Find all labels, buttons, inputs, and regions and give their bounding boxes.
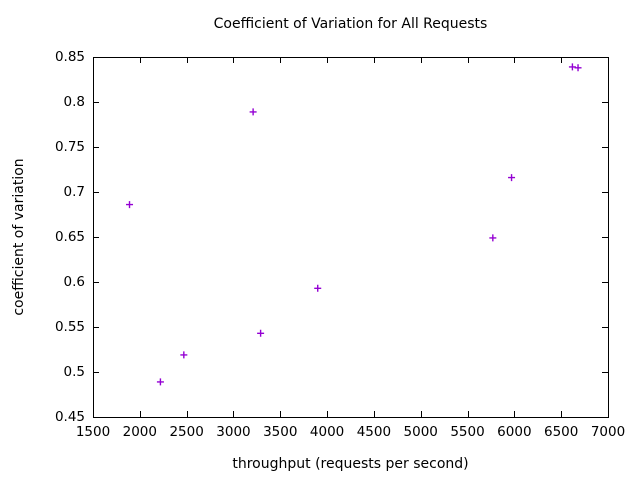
data-point-marker (508, 174, 516, 182)
y-tick-label: 0.5 (63, 364, 85, 380)
x-tick-label: 4000 (309, 424, 345, 440)
y-tick-label: 0.75 (54, 139, 85, 155)
y-tick-label: 0.65 (54, 229, 85, 245)
y-tick-label: 0.6 (63, 274, 85, 290)
x-tick-label: 2500 (169, 424, 204, 440)
data-point-marker (180, 351, 188, 359)
x-tick-label: 5500 (450, 424, 485, 440)
data-point-marker (257, 329, 265, 337)
data-point-marker (489, 234, 497, 242)
data-point-marker (574, 64, 582, 72)
x-tick-label: 4500 (356, 424, 392, 440)
y-tick-label: 0.55 (54, 319, 85, 335)
x-tick-label: 3000 (216, 424, 251, 440)
y-axis-label: coefficient of variation (11, 158, 27, 316)
x-axis-label: throughput (requests per second) (232, 456, 469, 472)
x-tick-label: 3500 (263, 424, 298, 440)
y-tick-label: 0.7 (63, 184, 85, 200)
x-tick-label: 2000 (122, 424, 157, 440)
data-point-marker (126, 201, 134, 209)
y-tick-label: 0.45 (54, 409, 85, 425)
y-tick-label: 0.8 (63, 94, 85, 110)
data-point-marker (314, 284, 322, 292)
x-tick-label: 1500 (75, 424, 111, 440)
x-tick-label: 7000 (590, 424, 626, 440)
x-tick-label: 6000 (497, 424, 532, 440)
y-tick-label: 0.85 (54, 49, 85, 65)
x-tick-label: 6500 (543, 424, 579, 440)
x-tick-label: 5000 (403, 424, 438, 440)
data-point-marker (568, 63, 576, 71)
chart-title: Coefficient of Variation for All Request… (213, 16, 488, 32)
data-point-marker (249, 108, 257, 116)
plot-border (93, 57, 609, 418)
data-point-marker (156, 378, 164, 386)
